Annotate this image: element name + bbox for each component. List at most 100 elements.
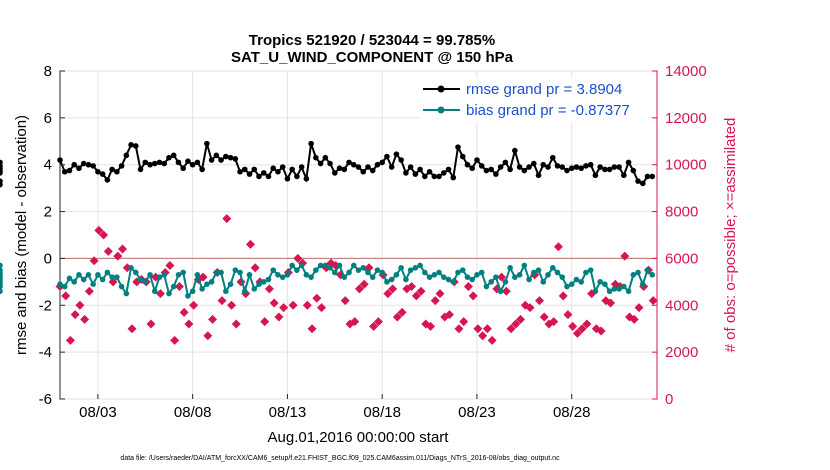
rmse-point	[625, 159, 632, 166]
rmse-point	[308, 140, 314, 147]
obs-count-marker	[94, 225, 104, 235]
rmse-point	[350, 161, 357, 168]
obs-count-marker	[534, 296, 544, 306]
bias-point	[275, 272, 281, 278]
bias-point	[559, 274, 566, 280]
obs-count-marker	[454, 324, 464, 334]
bias-point	[469, 276, 476, 283]
legend-bias-marker	[437, 106, 445, 114]
rmse-point	[455, 144, 461, 150]
bias-point	[412, 265, 419, 271]
rmse-point	[185, 158, 191, 164]
y2-tick-label: 8000	[665, 204, 698, 221]
bias-point	[512, 274, 518, 280]
rmse-point	[151, 160, 158, 167]
rmse-point	[189, 161, 196, 168]
legend-item-rmse: rmse grand pr = 3.8904	[423, 81, 622, 98]
bias-point	[516, 272, 523, 278]
rmse-point	[260, 170, 267, 176]
rmse-point	[512, 147, 518, 154]
bias-point	[223, 288, 229, 295]
rmse-point	[493, 171, 499, 177]
rmse-point	[341, 166, 348, 173]
rmse-point	[488, 166, 494, 173]
bias-point	[71, 279, 78, 285]
rmse-point	[412, 171, 419, 177]
rmse-point	[237, 168, 243, 175]
obs-count-marker	[217, 296, 227, 306]
rmse-point	[407, 164, 414, 170]
obs-count-marker	[383, 289, 393, 299]
obs-count-marker	[165, 260, 175, 270]
left-axis: -6 -4 -2 0 2 4 6 8	[39, 63, 65, 408]
bias-point	[526, 276, 532, 283]
rmse-point	[417, 166, 423, 173]
obs-count-marker	[563, 310, 573, 320]
bias-point	[80, 276, 87, 283]
bias-point	[426, 274, 433, 280]
rmse-point	[156, 159, 163, 166]
bias-point	[374, 267, 381, 273]
y-tick-label: -6	[39, 391, 52, 408]
obs-count-marker	[203, 331, 213, 341]
rmse-point	[213, 152, 220, 159]
bias-point	[639, 281, 646, 288]
bias-point	[109, 274, 115, 280]
bias-point	[440, 274, 447, 280]
obs-count-marker	[227, 300, 237, 310]
rmse-point	[99, 171, 106, 177]
bias-point	[649, 272, 656, 278]
rmse-point	[502, 159, 509, 166]
rmse-point	[346, 159, 352, 166]
rmse-point	[635, 178, 641, 184]
bias-point	[379, 269, 385, 276]
obs-count-marker	[549, 317, 559, 327]
x-tick-label: 08/03	[79, 404, 117, 421]
rmse-point	[137, 166, 144, 173]
y2-tick-label: 10000	[665, 157, 707, 174]
rmse-point	[85, 161, 92, 168]
rmse-point	[251, 166, 258, 173]
bias-point	[204, 281, 210, 288]
bias-point	[95, 272, 101, 278]
y-tick-label: -4	[39, 344, 52, 361]
y-tick-label: 8	[44, 63, 52, 80]
obs-count-marker	[501, 286, 511, 296]
rmse-point	[0, 170, 3, 176]
bias-point	[436, 269, 442, 276]
rmse-point	[57, 157, 63, 163]
y2-tick-label: 6000	[665, 250, 698, 267]
rmse-point	[275, 168, 281, 175]
rmse-point	[521, 167, 528, 174]
obs-count-marker	[84, 286, 94, 296]
rmse-point	[298, 164, 305, 170]
bias-point	[213, 269, 220, 276]
rmse-point	[578, 165, 584, 172]
rmse-point	[583, 163, 589, 169]
obs-count-marker	[113, 251, 123, 261]
y-tick-label: -2	[39, 297, 52, 314]
obs-count-marker	[245, 239, 255, 249]
rmse-point	[649, 173, 656, 180]
rmse-point	[332, 170, 338, 176]
rmse-point	[313, 154, 319, 161]
obs-count-marker	[482, 324, 492, 334]
rmse-point	[630, 167, 637, 174]
obs-count-marker	[539, 312, 549, 322]
obs-count-marker	[317, 303, 327, 313]
obs-count-marker	[463, 282, 473, 292]
x-tick-label: 08/08	[174, 404, 212, 421]
bias-point	[431, 272, 438, 278]
obs-count-marker	[407, 282, 417, 292]
bias-point	[635, 269, 641, 276]
x-tick-label: 08/13	[269, 404, 307, 421]
y2-tick-label: 12000	[665, 110, 707, 127]
bias-point	[142, 279, 149, 285]
bias-point	[128, 265, 134, 271]
rmse-point	[294, 173, 300, 180]
obs-count-marker	[558, 291, 568, 301]
rmse-point	[109, 166, 115, 173]
rmse-point	[549, 154, 556, 161]
rmse-point	[379, 159, 385, 166]
bias-point	[493, 274, 499, 280]
